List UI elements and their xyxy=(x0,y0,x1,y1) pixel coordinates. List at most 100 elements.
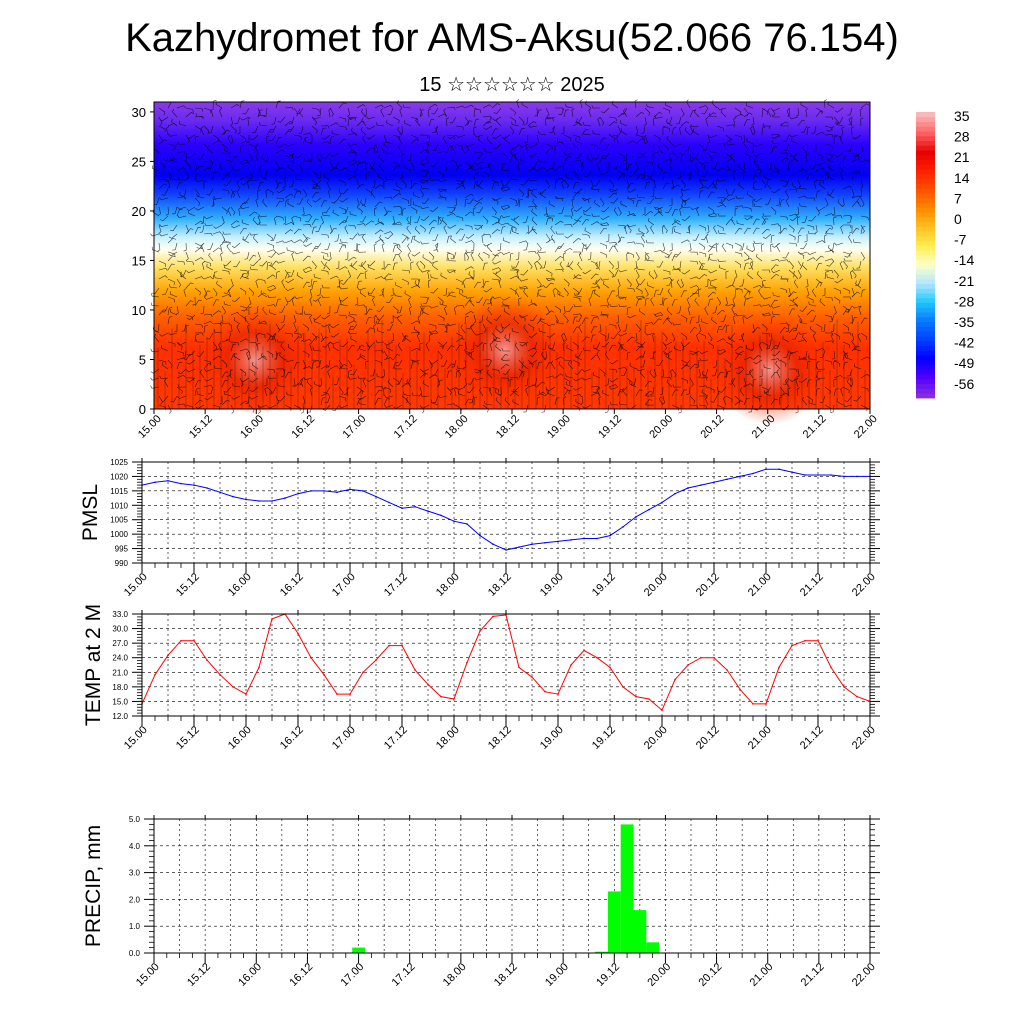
ytick-label: 5.0 xyxy=(129,815,141,824)
pmsl-point xyxy=(375,495,377,498)
ytick-label: 12.0 xyxy=(112,712,128,721)
pmsl-point xyxy=(843,475,845,478)
xtick-label: 20.00 xyxy=(642,724,670,752)
temp-point xyxy=(336,693,338,695)
xtick-label: 21.12 xyxy=(799,961,827,989)
heatmap-xtick-label: 18.00 xyxy=(443,413,471,441)
colorbar-swatch xyxy=(916,140,935,146)
precip-bar xyxy=(620,824,634,953)
temp-point xyxy=(661,709,663,711)
pmsl-point xyxy=(622,526,624,528)
xtick-label: 15.00 xyxy=(134,961,162,989)
ytick-label: 1005 xyxy=(110,516,128,525)
temp-point xyxy=(648,698,650,700)
colorbar-swatch xyxy=(916,255,935,261)
heatmap-xtick-label: 18.12 xyxy=(494,413,522,441)
colorbar-swatch xyxy=(916,307,935,313)
xtick-label: 18.12 xyxy=(486,571,514,599)
pmsl-point xyxy=(440,514,442,517)
ytick-label: 27.0 xyxy=(112,639,128,648)
temp-point xyxy=(778,666,780,669)
temp-point xyxy=(297,632,299,635)
xtick-label: 22.00 xyxy=(850,961,878,989)
colorbar-label: -21 xyxy=(954,273,974,289)
temp-point xyxy=(596,656,598,659)
colorbar-swatch xyxy=(916,250,935,256)
colorbar-swatch xyxy=(916,264,935,270)
colorbar-swatch xyxy=(916,207,935,213)
xtick-label: 17.12 xyxy=(382,571,410,599)
temp-point xyxy=(726,669,728,671)
temp-point xyxy=(518,666,520,669)
colorbar-swatch xyxy=(916,312,935,318)
pmsl-point xyxy=(453,520,455,522)
temp-point xyxy=(635,695,637,698)
heatmap-ytick-label: 5 xyxy=(139,352,146,367)
colorbar-swatch xyxy=(916,173,935,180)
temp-point xyxy=(154,673,156,676)
pmsl-point xyxy=(466,523,468,525)
temp-point xyxy=(583,649,585,652)
temp-point xyxy=(674,678,676,681)
xtick-label: 21.00 xyxy=(746,724,774,752)
temp-point xyxy=(206,659,208,661)
xtick-label: 16.12 xyxy=(278,571,306,599)
colorbar-swatch xyxy=(916,116,935,122)
temp-point xyxy=(232,686,234,688)
heatmap-ytick-label: 20 xyxy=(132,204,146,219)
xtick-label: 18.00 xyxy=(434,571,462,599)
xtick-label: 17.00 xyxy=(338,961,366,989)
colorbar-swatch xyxy=(916,150,935,156)
pmsl-point xyxy=(232,495,234,498)
xtick-label: 18.00 xyxy=(441,961,469,989)
pmsl-point xyxy=(817,474,819,476)
pmsl-point xyxy=(193,484,195,486)
colorbar-label: -56 xyxy=(954,376,974,392)
heatmap-warm-cell xyxy=(715,315,825,425)
xtick-label: 19.00 xyxy=(538,724,566,752)
pmsl-point xyxy=(349,488,351,491)
xtick-label: 16.00 xyxy=(226,724,254,752)
temp-point xyxy=(453,698,455,700)
colorbar-swatch xyxy=(916,393,935,399)
xtick-label: 19.12 xyxy=(590,571,618,599)
pmsl-point xyxy=(518,546,520,548)
colorbar-swatch xyxy=(916,331,935,337)
heatmap-xtick-label: 22.00 xyxy=(852,413,880,441)
xtick-label: 15.00 xyxy=(122,571,150,599)
colorbar-swatch xyxy=(916,274,935,280)
colorbar-label: -7 xyxy=(954,232,967,248)
colorbar-label: 14 xyxy=(954,170,970,186)
pmsl-point xyxy=(635,516,637,518)
heatmap-ytick-label: 30 xyxy=(132,105,146,120)
ytick-label: 0.0 xyxy=(129,949,141,958)
precip-panel: 0.0 1.0 2.0 3.0 4.0 5.0 15.00 15.12 16.00 16.12 17… xyxy=(82,815,880,989)
pmsl-point xyxy=(219,491,221,494)
colorbar-label: -28 xyxy=(954,293,974,309)
colorbar-swatch xyxy=(916,188,935,194)
temp-point xyxy=(323,673,325,676)
pmsl-point xyxy=(180,482,182,485)
pmsl-point xyxy=(479,534,481,537)
xtick-label: 15.00 xyxy=(122,724,150,752)
pmsl-panel: 990 995 1000 1005 1010 1015 1020 1025 15.00 15.12… xyxy=(79,458,880,599)
colorbar-swatch xyxy=(916,364,935,370)
xtick-label: 15.12 xyxy=(174,724,202,752)
colorbar-swatch xyxy=(916,145,935,151)
pmsl-point xyxy=(531,543,533,545)
colorbar-swatch xyxy=(916,164,935,170)
xtick-label: 22.00 xyxy=(850,571,878,599)
xtick-label: 20.12 xyxy=(694,571,722,599)
temp-point xyxy=(817,639,819,642)
xtick-label: 19.00 xyxy=(538,571,566,599)
heatmap-xtick-label: 17.12 xyxy=(392,413,420,441)
colorbar-label: 7 xyxy=(954,190,962,206)
temp-point xyxy=(843,686,845,688)
heatmap-ytick-label: 10 xyxy=(132,303,146,318)
pmsl-point xyxy=(297,492,299,495)
xtick-label: 15.12 xyxy=(174,571,202,599)
heatmap-xtick-label: 16.00 xyxy=(238,413,266,441)
heatmap-ytick-label: 0 xyxy=(139,402,146,417)
temp-point xyxy=(414,669,416,671)
colorbar-swatch xyxy=(916,297,935,304)
